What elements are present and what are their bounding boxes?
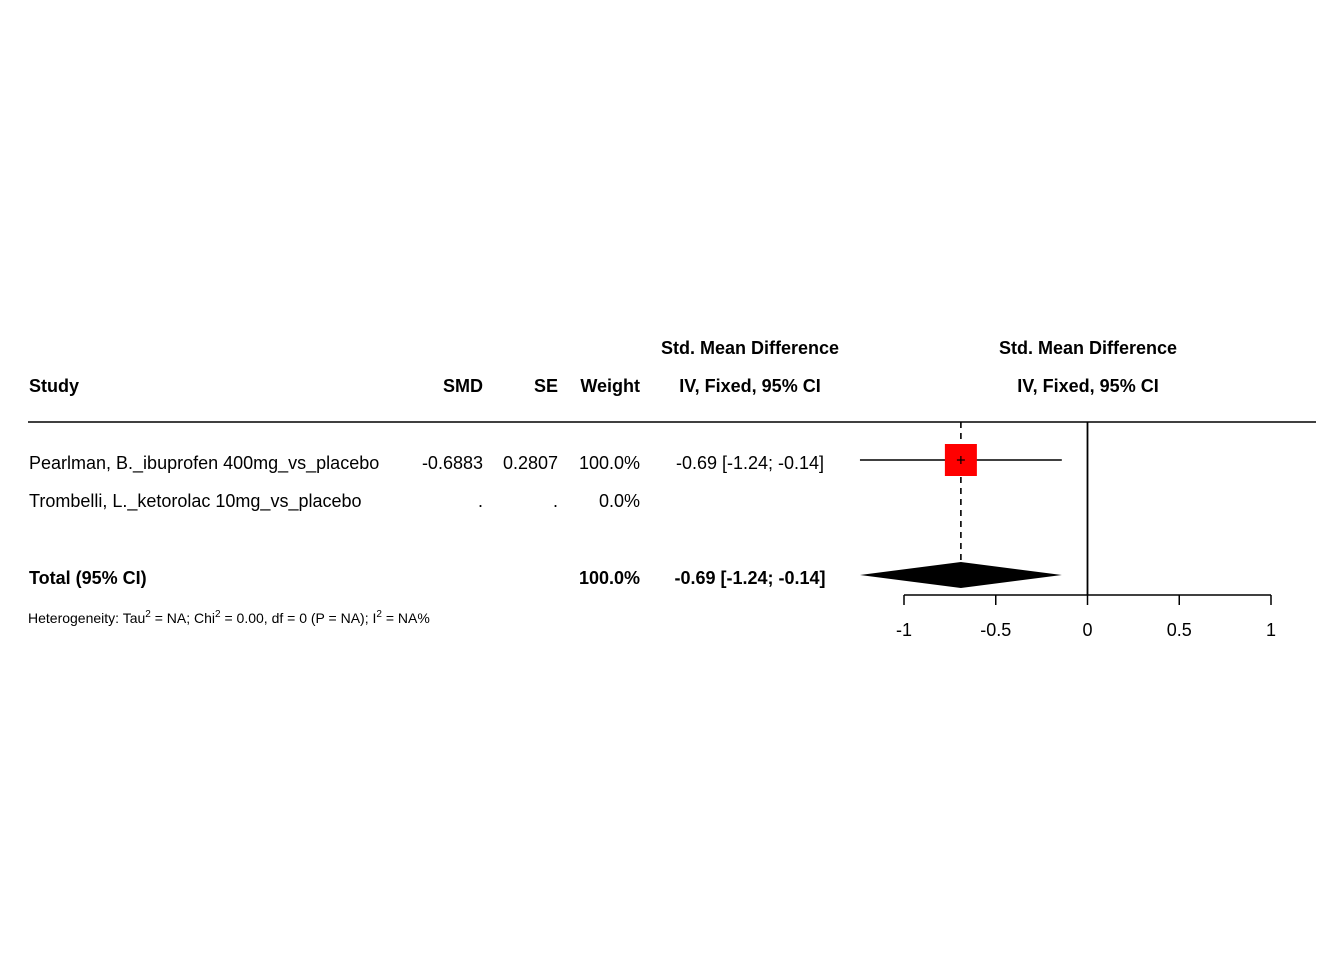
plot-column-title: Std. Mean Difference bbox=[998, 338, 1178, 358]
heterogeneity-text: Heterogeneity: Tau2 = NA; Chi2 = 0.00, d… bbox=[28, 609, 430, 627]
x-tick-label: -0.5 bbox=[980, 620, 1011, 640]
total-ci-text: -0.69 [-1.24; -0.14] bbox=[674, 568, 826, 588]
study-se: 0.2807 bbox=[502, 453, 558, 473]
study-ci-text: -0.69 [-1.24; -0.14] bbox=[675, 453, 825, 473]
x-tick-label: -1 bbox=[896, 620, 912, 640]
x-tick-label: 0 bbox=[1082, 620, 1092, 640]
x-tick-label: 1 bbox=[1266, 620, 1276, 640]
study-weight: 100.0% bbox=[578, 453, 640, 473]
total-weight: 100.0% bbox=[578, 568, 640, 588]
se-column-header: SE bbox=[533, 376, 558, 396]
study-se: . bbox=[552, 491, 558, 511]
study-name: Trombelli, L._ketorolac 10mg_vs_placebo bbox=[29, 491, 362, 511]
study-smd: -0.6883 bbox=[421, 453, 483, 473]
effect-column-title: Std. Mean Difference bbox=[660, 338, 840, 358]
effect-column-method: IV, Fixed, 95% CI bbox=[679, 376, 821, 396]
plot-column-method: IV, Fixed, 95% CI bbox=[1017, 376, 1159, 396]
study-column-header: Study bbox=[29, 376, 80, 396]
study-name: Pearlman, B._ibuprofen 400mg_vs_placebo bbox=[29, 453, 380, 473]
total-diamond bbox=[859, 562, 1062, 588]
smd-column-header: SMD bbox=[443, 376, 483, 396]
x-tick-label: 0.5 bbox=[1167, 620, 1192, 640]
weight-column-header: Weight bbox=[580, 376, 640, 396]
study-smd: . bbox=[477, 491, 483, 511]
plot-area: -1 -0.5 0 0.5 1 bbox=[859, 422, 1276, 640]
study-weight: 0.0% bbox=[598, 491, 640, 511]
total-label: Total (95% CI) bbox=[29, 568, 147, 588]
